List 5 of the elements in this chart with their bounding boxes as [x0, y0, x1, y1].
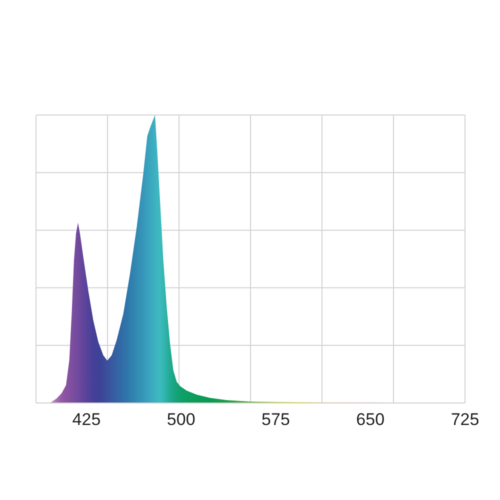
x-tick-label: 725 [450, 410, 480, 430]
x-tick-label: 500 [166, 410, 196, 430]
x-tick-label: 425 [72, 410, 101, 430]
x-tick-label: 650 [356, 410, 385, 430]
x-tick-label: 575 [262, 410, 290, 430]
